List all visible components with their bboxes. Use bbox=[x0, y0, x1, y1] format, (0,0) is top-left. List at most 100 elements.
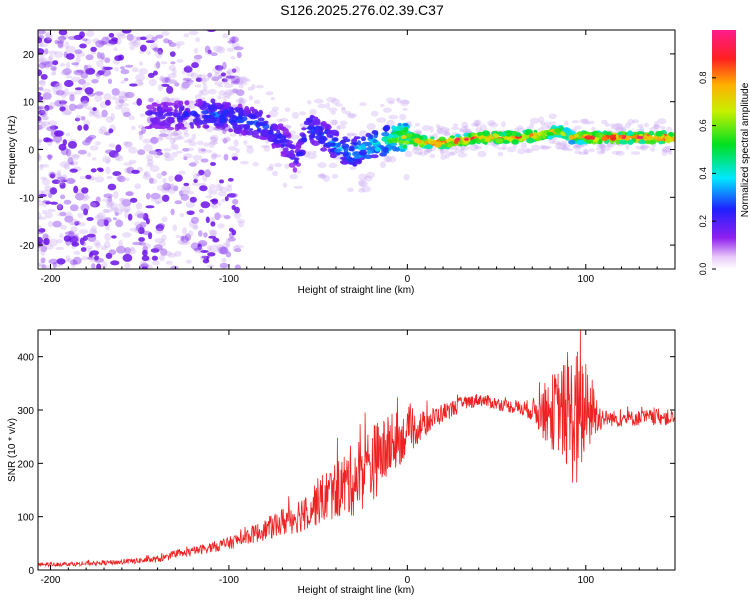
spectral-halo-blob bbox=[349, 166, 357, 170]
spectral-noise-blob bbox=[161, 171, 167, 176]
spectral-noise-blob bbox=[142, 173, 152, 180]
spectral-halo-blob bbox=[239, 76, 248, 83]
spectral-noise-blob bbox=[156, 151, 163, 156]
spectral-halo-blob bbox=[173, 133, 182, 141]
spectral-noise-blob bbox=[204, 257, 209, 261]
spectral-noise-blob bbox=[41, 121, 50, 127]
spectral-noise-blob bbox=[238, 221, 245, 228]
spectral-noise-blob bbox=[110, 207, 120, 212]
spectral-halo-blob bbox=[159, 75, 165, 82]
spectral-halo-blob bbox=[596, 150, 606, 155]
spectral-noise-blob bbox=[81, 82, 91, 86]
spectral-noise-blob bbox=[95, 196, 101, 203]
colorbar-tick-label: 0.0 bbox=[698, 263, 708, 276]
spectral-noise-blob bbox=[232, 245, 241, 252]
spectral-halo-blob bbox=[477, 150, 487, 158]
spectral-noise-blob bbox=[238, 84, 244, 89]
spectral-noise-blob bbox=[114, 153, 121, 161]
spectral-noise-blob bbox=[209, 141, 218, 145]
spectral-ridge-blob bbox=[404, 133, 413, 138]
spectral-noise-blob bbox=[179, 240, 190, 246]
spectral-noise-blob bbox=[174, 250, 182, 257]
spectral-noise-blob bbox=[38, 190, 45, 195]
spectral-halo-blob bbox=[339, 120, 348, 126]
spectral-noise-blob bbox=[92, 107, 97, 112]
spectral-noise-blob bbox=[179, 213, 185, 218]
spectral-noise-blob bbox=[118, 99, 125, 104]
spectral-halo-blob bbox=[531, 144, 541, 151]
spectral-halo-blob bbox=[388, 100, 395, 105]
spectral-noise-blob bbox=[68, 141, 77, 149]
spectral-ridge-blob bbox=[315, 134, 324, 141]
spectral-noise-blob bbox=[45, 138, 53, 142]
spectral-ridge-blob bbox=[278, 132, 282, 139]
spectral-noise-blob bbox=[162, 194, 170, 202]
spectral-noise-blob bbox=[98, 168, 104, 173]
spectral-ridge-blob bbox=[394, 147, 400, 152]
snr-panel: -200 -100 0 100 0 100 200 300 400 Height of stra… bbox=[7, 329, 676, 596]
spectral-noise-blob bbox=[107, 196, 113, 203]
spectral-noise-blob bbox=[164, 76, 171, 83]
spectral-noise-blob bbox=[176, 43, 181, 49]
spectral-noise-blob bbox=[166, 183, 175, 190]
spectral-ridge-blob bbox=[263, 120, 269, 125]
spectral-noise-blob bbox=[153, 46, 159, 53]
spectral-noise-blob bbox=[147, 72, 155, 78]
spectral-noise-blob bbox=[174, 82, 180, 87]
spectral-ridge-blob bbox=[282, 129, 290, 135]
spectral-noise-blob bbox=[138, 68, 148, 75]
spectral-halo-blob bbox=[238, 98, 247, 104]
spectral-halo-blob bbox=[164, 156, 175, 162]
spectral-halo-blob bbox=[359, 102, 367, 106]
spectral-noise-blob bbox=[105, 43, 114, 47]
spectral-ridge-blob bbox=[318, 140, 323, 144]
spectral-noise-blob bbox=[59, 211, 67, 217]
spectral-noise-blob bbox=[40, 74, 48, 80]
spectral-noise-blob bbox=[48, 171, 56, 178]
spectral-noise-blob bbox=[44, 104, 50, 112]
spectral-halo-blob bbox=[447, 151, 455, 157]
spectral-halo-blob bbox=[600, 149, 605, 154]
spectral-halo-blob bbox=[383, 155, 390, 163]
spectral-noise-blob bbox=[149, 177, 154, 184]
spectral-noise-blob bbox=[155, 200, 161, 205]
spectral-noise-blob bbox=[191, 216, 199, 224]
spectral-halo-blob bbox=[660, 125, 666, 130]
spectral-ridge-blob bbox=[207, 105, 215, 109]
spectral-halo-blob bbox=[640, 144, 648, 151]
spectral-ridge-blob bbox=[533, 132, 538, 137]
spectral-ridge-blob bbox=[388, 138, 392, 143]
spectral-noise-blob bbox=[81, 116, 86, 121]
spectral-noise-blob bbox=[198, 230, 203, 237]
spectral-noise-blob bbox=[123, 111, 131, 118]
spectral-noise-blob bbox=[180, 193, 189, 201]
spectral-halo-blob bbox=[418, 148, 424, 155]
spectral-halo-blob bbox=[454, 148, 462, 154]
spectral-noise-blob bbox=[227, 146, 237, 151]
spectral-ridge-blob bbox=[310, 129, 316, 134]
spectral-ridge-blob bbox=[279, 138, 288, 144]
snr-xtick-label: -100 bbox=[219, 575, 239, 586]
spectral-noise-blob bbox=[38, 30, 44, 37]
spectral-ridge-blob bbox=[229, 115, 237, 120]
spectral-noise-blob bbox=[38, 106, 43, 110]
spectrogram-ytick-label: 10 bbox=[23, 98, 35, 109]
spectral-ridge-blob bbox=[434, 142, 442, 148]
spectral-ridge-blob bbox=[152, 107, 157, 113]
spectral-noise-blob bbox=[145, 40, 155, 44]
spectral-noise-blob bbox=[176, 59, 184, 63]
spectral-noise-blob bbox=[213, 45, 224, 52]
spectral-noise-blob bbox=[67, 35, 78, 41]
spectral-noise-blob bbox=[205, 216, 210, 224]
spectral-halo-blob bbox=[578, 151, 588, 155]
spectral-noise-blob bbox=[233, 248, 242, 253]
spectral-noise-blob bbox=[71, 76, 81, 83]
spectral-halo-blob bbox=[218, 90, 226, 96]
spectral-halo-blob bbox=[443, 128, 449, 135]
spectral-ridge-blob bbox=[161, 120, 167, 126]
spectral-halo-blob bbox=[358, 130, 368, 138]
spectral-noise-blob bbox=[60, 70, 71, 76]
spectral-noise-blob bbox=[218, 74, 223, 79]
spectral-halo-blob bbox=[551, 137, 558, 141]
spectral-noise-blob bbox=[105, 158, 110, 165]
